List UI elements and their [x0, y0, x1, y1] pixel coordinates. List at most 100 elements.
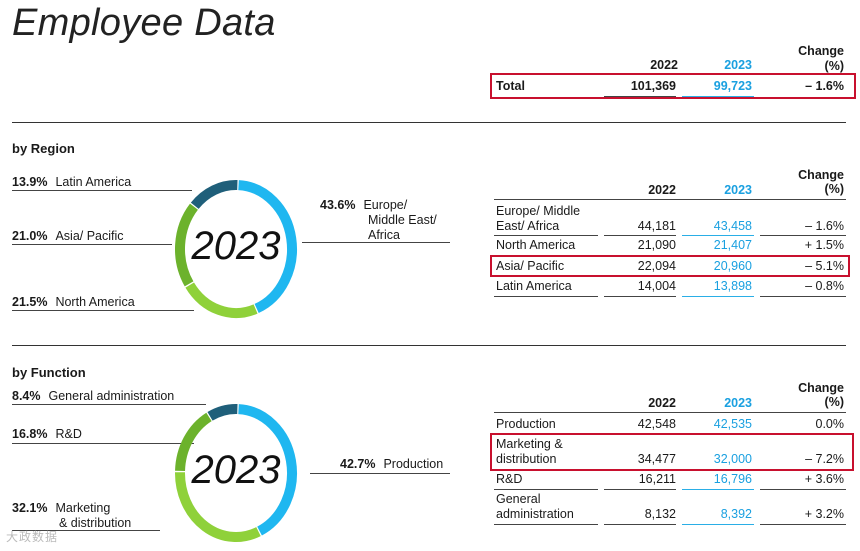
table-cell-change: – 5.1%	[805, 259, 844, 273]
region-label-europe: 43.6% Europe/ Middle East/ Africa	[320, 198, 437, 242]
table-row-rule-2022	[604, 235, 676, 236]
total-2023: 99,723	[713, 79, 752, 93]
function-header-2022: 2022	[648, 396, 676, 410]
table-row-rule-change	[760, 489, 846, 490]
table-row-rule-2023	[682, 524, 754, 525]
table-cell-change: + 3.6%	[804, 472, 844, 486]
table-row-label: Production	[496, 417, 556, 431]
region-leader-asia-pacific	[12, 244, 172, 245]
table-row-label: General	[496, 492, 541, 506]
function-leader-marketing	[12, 530, 160, 531]
table-cell-2022: 8,132	[644, 507, 676, 521]
region-header-change: Change (%)	[798, 168, 844, 196]
region-highlight-box-asia-pacific	[490, 255, 850, 277]
table-row-rule-2022	[604, 489, 676, 490]
region-label-north-america: 21.5% North America	[12, 295, 135, 309]
donut-slice-production	[238, 404, 297, 536]
table-row-rule-change	[760, 524, 846, 525]
table-cell-change: + 1.5%	[804, 238, 844, 252]
total-highlight-box	[490, 73, 856, 99]
table-row-label: Asia/ Pacific	[496, 259, 565, 273]
function-leader-production	[310, 473, 450, 474]
table-cell-2022: 44,181	[637, 219, 676, 233]
section-divider-top	[12, 122, 846, 123]
table-cell-2022: 42,548	[637, 417, 676, 431]
table-cell-2023: 20,960	[713, 259, 752, 273]
function-highlight-box-marketing	[490, 433, 854, 471]
table-row-rule-label	[494, 296, 598, 297]
function-section-title: by Function	[12, 365, 86, 380]
total-row-label: Total	[496, 79, 525, 93]
total-2022-underline	[604, 96, 676, 97]
table-cell-change: – 7.2%	[805, 452, 844, 466]
table-row-label: Latin America	[496, 279, 572, 293]
region-header-2023: 2023	[724, 183, 752, 197]
total-header-change: Change (%)	[798, 44, 844, 73]
table-row-rule-label	[494, 489, 598, 490]
table-row-rule-label	[494, 524, 598, 525]
total-2022: 101,369	[630, 79, 676, 93]
function-label-general-admin: 8.4% General administration	[12, 389, 175, 403]
function-label-rnd: 16.8% R&D	[12, 427, 82, 441]
function-donut-year: 2023	[191, 448, 281, 492]
region-label-latin-america: 13.9% Latin America	[12, 175, 132, 189]
table-cell-change: 0.0%	[815, 417, 845, 431]
function-header-change: Change (%)	[798, 381, 844, 409]
donut-slice-general-administration	[207, 404, 238, 421]
table-row-label: North America	[496, 238, 576, 252]
donut-slice-europe-middle-east-africa	[238, 180, 297, 314]
table-cell-2022: 34,477	[637, 452, 676, 466]
table-row-label-cont: East/ Africa	[496, 219, 560, 233]
function-donut-chart	[174, 404, 297, 542]
page-title: Employee Data	[12, 2, 276, 44]
table-cell-2023: 32,000	[713, 452, 752, 466]
table-row-rule-2023	[682, 489, 754, 490]
donut-slice-asia-pacific	[175, 203, 199, 287]
table-row-label: R&D	[496, 472, 523, 486]
region-header-rule	[494, 199, 846, 200]
region-header-2022: 2022	[648, 183, 676, 197]
donut-slice-north-america	[185, 282, 258, 318]
table-row-label: Europe/ Middle	[496, 204, 581, 218]
function-label-production: 42.7% Production	[340, 457, 444, 471]
table-cell-2023: 13,898	[713, 279, 752, 293]
donut-slice-r-d	[175, 412, 212, 472]
table-row-rule-change	[760, 296, 846, 297]
region-leader-latin-america	[12, 190, 192, 191]
region-leader-north-america	[12, 310, 194, 311]
region-donut-year: 2023	[191, 224, 281, 268]
table-cell-2022: 16,211	[638, 472, 676, 486]
function-leader-rnd	[12, 443, 194, 444]
table-cell-2023: 42,535	[713, 417, 752, 431]
function-header-2023: 2023	[724, 396, 752, 410]
table-cell-2023: 21,407	[713, 238, 752, 252]
donut-slice-marketing-distribution	[174, 472, 261, 542]
table-row-rule-2022	[604, 524, 676, 525]
table-cell-2022: 21,090	[637, 238, 676, 252]
table-row-rule-label	[494, 235, 598, 236]
region-label-asia-pacific: 21.0% Asia/ Pacific	[12, 229, 124, 243]
total-2023-underline	[682, 96, 754, 97]
function-label-marketing: 32.1% Marketing & distribution	[12, 501, 132, 530]
table-row-label-cont: distribution	[496, 452, 557, 466]
table-cell-2023: 16,796	[713, 472, 752, 486]
table-row-rule-2023	[682, 235, 754, 236]
table-cell-change: – 1.6%	[805, 219, 844, 233]
region-section-title: by Region	[12, 141, 75, 156]
section-divider-middle	[12, 345, 846, 346]
region-leader-europe	[302, 242, 450, 243]
table-row-rule-2023	[682, 296, 754, 297]
table-row-label: Marketing &	[496, 437, 563, 451]
total-change: – 1.6%	[805, 79, 844, 93]
table-row-rule-2022	[604, 296, 676, 297]
function-header-rule	[494, 412, 846, 413]
table-cell-2023: 43,458	[713, 219, 752, 233]
table-cell-2022: 14,004	[637, 279, 676, 293]
table-cell-2023: 8,392	[720, 507, 752, 521]
table-row-rule-change	[760, 235, 846, 236]
table-cell-change: + 3.2%	[804, 507, 844, 521]
function-leader-general-admin	[12, 404, 206, 405]
region-donut-chart	[175, 180, 297, 318]
total-header-2023: 2023	[724, 58, 752, 72]
total-header-2022: 2022	[650, 58, 678, 72]
